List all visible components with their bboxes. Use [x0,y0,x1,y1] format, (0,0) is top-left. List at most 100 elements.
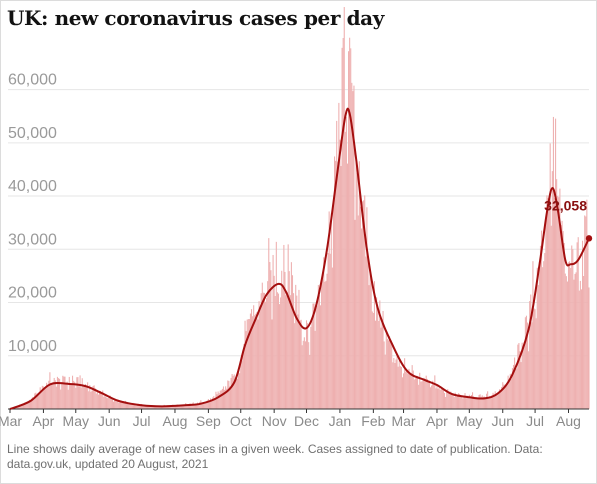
daily-cases-bar [143,405,145,409]
daily-cases-bar [529,301,531,409]
daily-cases-bar [356,173,358,409]
daily-cases-bar [478,394,480,409]
daily-cases-bar [393,358,395,409]
daily-cases-bar [296,295,298,409]
daily-cases-bar [448,392,450,409]
daily-cases-bar [343,7,345,410]
daily-cases-bar [420,381,422,409]
daily-cases-bar [395,359,397,409]
daily-cases-bar [396,355,398,409]
daily-cases-bar [308,342,310,409]
x-tick-label: Jun [491,413,514,429]
daily-cases-bar [524,317,526,409]
daily-cases-bar [280,297,282,409]
daily-cases-bar [246,319,248,409]
daily-cases-bar [234,380,236,409]
daily-cases-bar [489,395,491,409]
daily-cases-bar [93,385,95,409]
daily-cases-bar [410,375,412,409]
daily-cases-bar [42,386,44,409]
daily-cases-bar [178,405,180,409]
daily-cases-bar [521,342,523,409]
daily-cases-bar [243,343,245,409]
daily-cases-bar [199,401,201,409]
daily-cases-bar [28,399,30,409]
daily-cases-bar [498,389,501,409]
daily-cases-bar [60,389,62,409]
daily-cases-bar [190,404,192,409]
daily-cases-bar [273,275,275,409]
daily-cases-bar [266,298,268,409]
daily-cases-bar [418,384,420,409]
daily-cases-bar [564,273,566,409]
daily-cases-bar [382,310,384,409]
daily-cases-bar [242,350,244,409]
daily-cases-bar [132,402,134,409]
daily-cases-bar [126,402,129,409]
daily-cases-bar [369,273,371,409]
daily-cases-bar [417,376,419,409]
daily-cases-bar [218,393,220,409]
daily-cases-bar [91,390,93,409]
daily-cases-bar [118,402,120,409]
x-tick-label: May [63,413,89,429]
daily-cases-bar [525,315,527,409]
daily-cases-bar [186,404,188,409]
daily-cases-bar [119,401,121,409]
daily-cases-bar [501,386,503,409]
chart-title: UK: new coronavirus cases per day [7,6,384,30]
daily-cases-bar [578,290,580,409]
daily-cases-bar [106,398,108,409]
daily-cases-bar [484,398,487,409]
daily-cases-bar [23,403,25,409]
daily-cases-bar [70,383,72,409]
daily-cases-bar [338,102,340,410]
latest-value-label: 32,058 [544,197,587,213]
daily-cases-bar [27,402,29,409]
daily-cases-bar [149,406,151,409]
daily-cases-bar [217,391,219,409]
daily-cases-bar [205,402,207,409]
daily-cases-bar [318,295,320,409]
daily-cases-bar [344,131,346,409]
daily-cases-bar [43,387,46,409]
daily-cases-bar [481,395,483,409]
daily-cases-bar [141,403,143,409]
daily-cases-bar [53,377,55,409]
daily-cases-bar [105,396,107,409]
daily-cases-bar [184,405,186,409]
daily-cases-bar [323,257,325,409]
daily-cases-bar [249,313,251,409]
daily-cases-bar [565,276,567,409]
daily-cases-bar [144,405,146,409]
daily-cases-bar [502,382,504,409]
daily-cases-bar [429,387,432,409]
daily-cases-bar [195,404,198,409]
y-tick-label: 40,000 [8,178,57,195]
daily-cases-bar [413,379,415,409]
daily-cases-bar [464,393,466,409]
daily-cases-bar [460,395,462,409]
daily-cases-bar [359,206,361,409]
x-tick-label: Jun [98,413,121,429]
daily-cases-bar [33,399,35,409]
daily-cases-bar [349,37,351,409]
daily-cases-bar [194,404,196,409]
daily-cases-bar [110,398,112,409]
daily-cases-bar [286,293,288,409]
daily-cases-bar [164,406,166,409]
daily-cases-bar [491,395,493,409]
daily-cases-bar [167,405,170,409]
daily-cases-bar [437,388,439,409]
daily-cases-bar [80,387,82,409]
daily-cases-bar [520,362,522,409]
daily-cases-bar [294,323,296,409]
daily-cases-bar [368,285,370,409]
daily-cases-bar [156,406,158,409]
daily-cases-bar [415,375,418,409]
daily-cases-bar [398,360,400,409]
daily-cases-bar [204,402,206,409]
chart-footnote: Line shows daily average of new cases in… [7,442,543,471]
daily-cases-bar [553,198,556,409]
daily-cases-bar [563,242,565,409]
